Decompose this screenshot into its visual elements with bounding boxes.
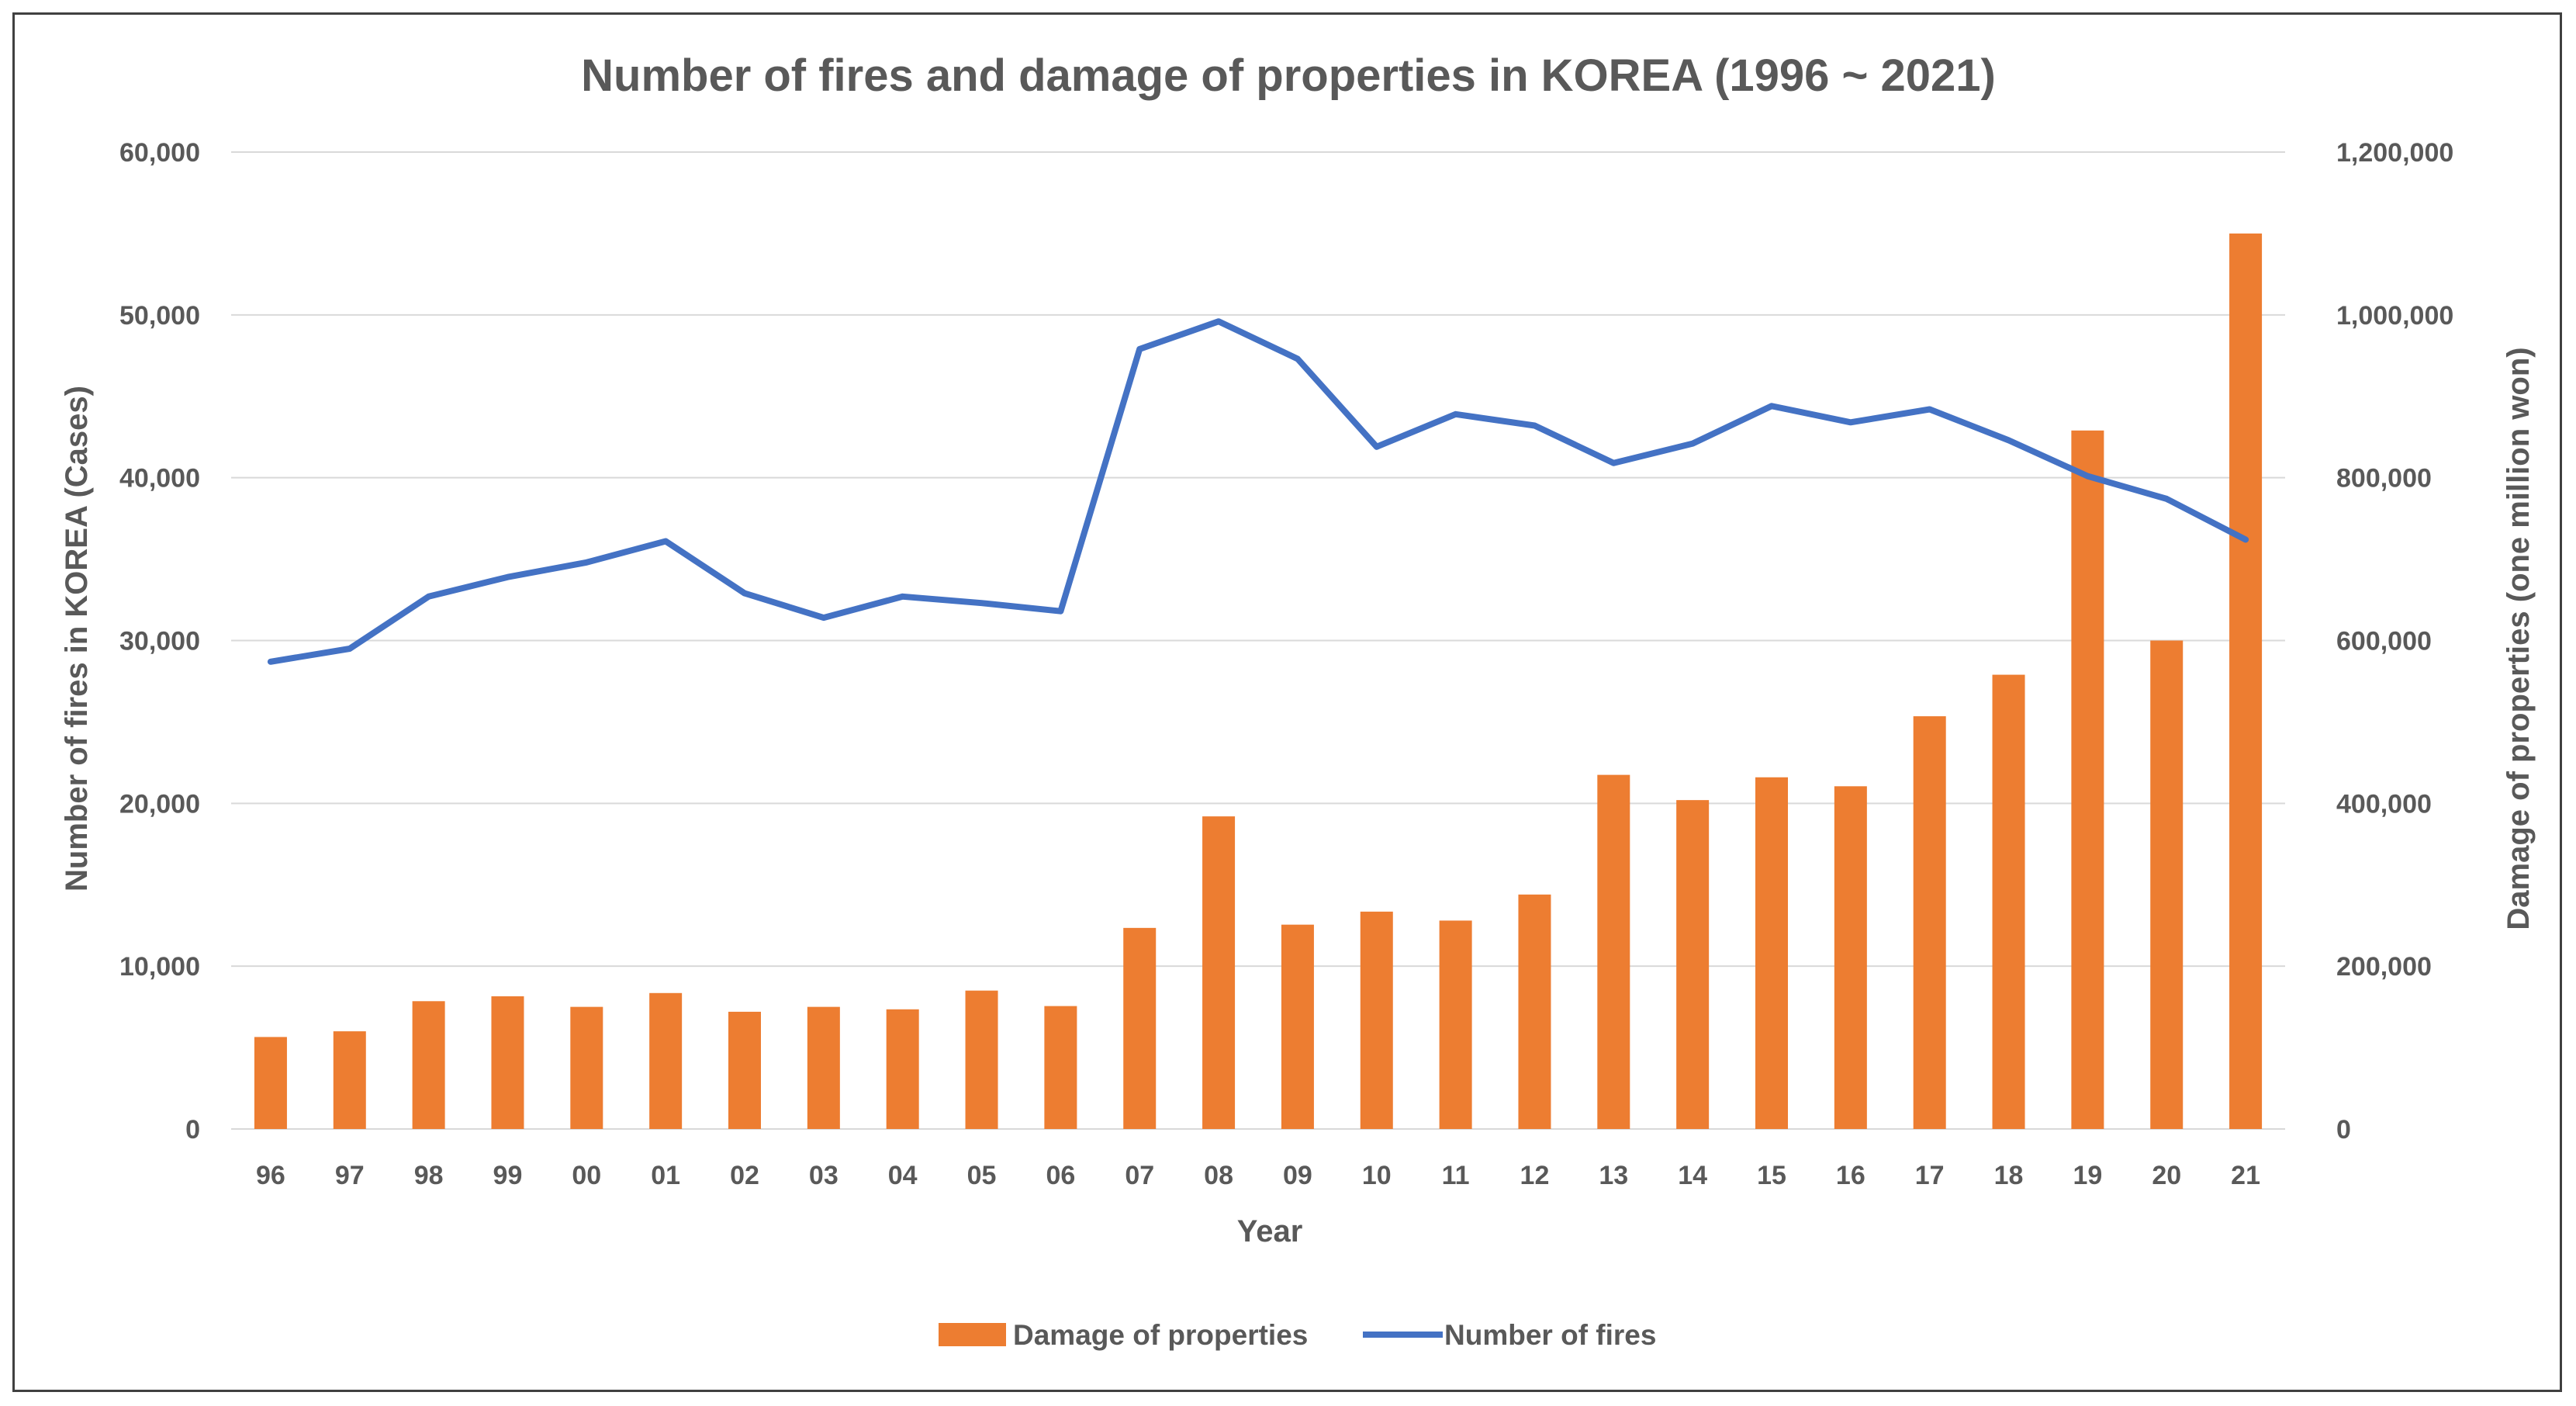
bar	[886, 1009, 919, 1129]
x-tick-label: 19	[2073, 1161, 2102, 1190]
x-tick-label: 03	[809, 1161, 838, 1190]
x-tick-label: 09	[1283, 1161, 1312, 1190]
bar	[965, 990, 998, 1129]
x-tick-label: 06	[1046, 1161, 1075, 1190]
line-series	[267, 318, 2249, 665]
bar	[649, 992, 683, 1129]
bar	[1360, 911, 1393, 1129]
bar	[1518, 894, 1551, 1129]
x-tick-label: 96	[256, 1161, 285, 1190]
legend: Damage of properties Number of fires	[939, 1319, 1656, 1351]
x-tick-label: 18	[1994, 1161, 2024, 1190]
bar	[2150, 640, 2184, 1129]
gridlines	[231, 151, 2285, 1130]
bar	[1123, 927, 1157, 1129]
right-tick-label: 0	[2336, 1115, 2351, 1145]
bar	[1439, 920, 1472, 1129]
bar	[1755, 777, 1788, 1129]
x-tick-label: 17	[1915, 1161, 1945, 1190]
x-tick-label: 07	[1125, 1161, 1154, 1190]
bar	[1202, 816, 1236, 1129]
right-tick-label: 1,000,000	[2336, 301, 2453, 331]
x-tick-label: 10	[1362, 1161, 1392, 1190]
left-tick-label: 60,000	[119, 138, 200, 168]
x-tick-label: 97	[335, 1161, 365, 1190]
left-tick-label: 30,000	[119, 627, 200, 656]
x-tick-label: 98	[414, 1161, 444, 1190]
left-tick-label: 0	[185, 1115, 200, 1145]
x-tick-label: 21	[2231, 1161, 2260, 1190]
bar	[491, 996, 524, 1129]
left-tick-label: 40,000	[119, 464, 200, 493]
right-tick-label: 800,000	[2336, 464, 2432, 493]
bar	[254, 1037, 287, 1129]
x-tick-label: 02	[730, 1161, 759, 1190]
x-tick-label: 99	[493, 1161, 523, 1190]
legend-swatch-damage	[939, 1323, 1006, 1346]
bar	[412, 1001, 445, 1129]
x-tick-label: 14	[1678, 1161, 1707, 1190]
bar	[2229, 233, 2263, 1130]
bar	[1044, 1006, 1077, 1129]
left-tick-label: 50,000	[119, 301, 200, 331]
x-tick-label: 01	[651, 1161, 680, 1190]
x-tick-label: 12	[1520, 1161, 1550, 1190]
legend-label-damage: Damage of properties	[1013, 1319, 1308, 1351]
x-tick-label: 08	[1204, 1161, 1233, 1190]
right-tick-label: 200,000	[2336, 952, 2432, 982]
bar	[1676, 800, 1710, 1129]
bar	[1913, 716, 1946, 1129]
x-tick-label: 13	[1599, 1161, 1628, 1190]
right-tick-label: 400,000	[2336, 789, 2432, 819]
right-axis-ticks: 0 200,000 400,000 600,000 800,000 1,000,000 1,…	[2336, 138, 2453, 1145]
bar	[333, 1031, 366, 1129]
legend-label-fires: Number of fires	[1444, 1319, 1656, 1351]
x-axis-title: Year	[1237, 1214, 1303, 1248]
x-tick-label: 15	[1757, 1161, 1786, 1190]
bar	[2071, 430, 2104, 1129]
bar	[1992, 674, 2025, 1129]
x-tick-label: 05	[967, 1161, 997, 1190]
fires-line	[267, 318, 2249, 665]
bar	[807, 1006, 840, 1129]
x-axis-ticks: 96 97 98 99 00 01 02 03 04 05 06 07 08 09 10 11 12 13 14 15…	[256, 1161, 2260, 1190]
bar	[728, 1011, 761, 1129]
x-tick-label: 20	[2152, 1161, 2181, 1190]
chart-frame	[12, 12, 2562, 1392]
bar	[570, 1006, 603, 1129]
right-axis-title: Damage of properties (one million won)	[2502, 347, 2536, 930]
x-tick-label: 16	[1836, 1161, 1865, 1190]
chart-title: Number of fires and damage of properties…	[581, 50, 1996, 101]
x-tick-label: 11	[1442, 1161, 1470, 1190]
left-tick-label: 10,000	[119, 952, 200, 982]
x-tick-label: 00	[572, 1161, 601, 1190]
bar	[1281, 924, 1314, 1129]
right-tick-label: 1,200,000	[2336, 138, 2453, 168]
left-tick-label: 20,000	[119, 789, 200, 819]
left-axis-ticks: 0 10,000 20,000 30,000 40,000 50,000 60,000	[119, 138, 200, 1145]
bar-series	[254, 233, 2263, 1130]
bar	[1834, 786, 1867, 1129]
left-axis-title: Number of fires in KOREA (Cases)	[60, 386, 94, 892]
bar	[1597, 774, 1630, 1129]
x-tick-label: 04	[888, 1161, 918, 1190]
right-tick-label: 600,000	[2336, 627, 2432, 656]
